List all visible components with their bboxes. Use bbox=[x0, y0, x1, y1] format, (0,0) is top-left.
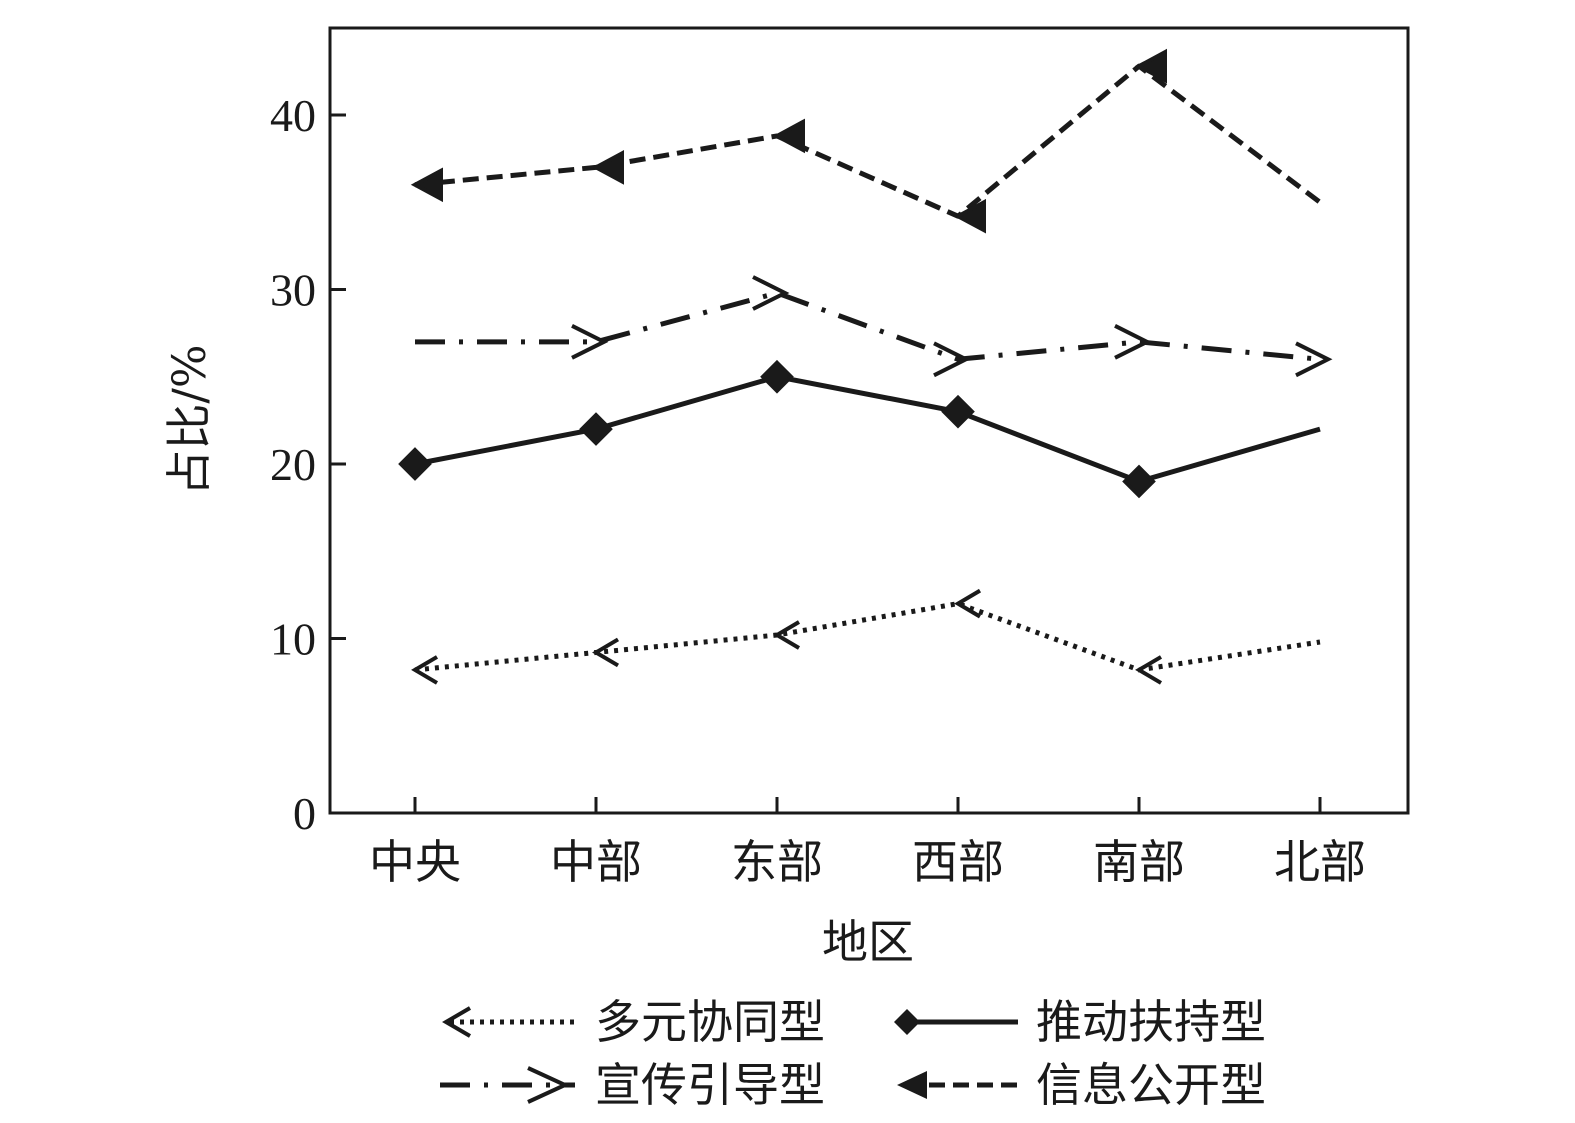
series-point-marker bbox=[1134, 48, 1167, 84]
legend-item-xuanchuan: 宣传引导型 bbox=[440, 1058, 825, 1112]
series-point-marker bbox=[941, 394, 975, 429]
legend-label-duoyuan: 多元协同型 bbox=[595, 995, 825, 1049]
series-point-marker bbox=[772, 118, 805, 154]
legend-item-tuidong: 推动扶持型 bbox=[894, 995, 1266, 1049]
series-point-marker bbox=[411, 655, 439, 685]
series-4 bbox=[410, 48, 1322, 234]
y-tick-label: 10 bbox=[270, 614, 316, 665]
series-point-marker bbox=[760, 359, 794, 394]
series-line bbox=[414, 601, 1321, 673]
x-axis-title: 地区 bbox=[822, 915, 914, 969]
y-tick-label: 30 bbox=[270, 265, 316, 316]
series-1 bbox=[411, 588, 1321, 685]
series-point-marker bbox=[592, 637, 620, 668]
series-point-marker bbox=[752, 275, 790, 311]
legend-label-xuanchuan: 宣传引导型 bbox=[595, 1058, 825, 1112]
series-3 bbox=[415, 275, 1333, 378]
series-point-marker bbox=[933, 341, 971, 378]
y-axis-title: 占比/% bbox=[162, 344, 216, 495]
x-tick-label: 南部 bbox=[1093, 835, 1185, 889]
series-layer bbox=[398, 48, 1333, 685]
legend-marker-xinxi bbox=[897, 1071, 927, 1099]
series-2 bbox=[398, 359, 1321, 499]
x-tick-label: 西部 bbox=[912, 835, 1004, 889]
series-point-marker bbox=[1135, 655, 1163, 685]
series-point-marker bbox=[954, 588, 982, 619]
legend-item-xinxi: 信息公开型 bbox=[897, 1058, 1266, 1112]
series-point-marker bbox=[1295, 341, 1333, 378]
legend-item-duoyuan: 多元协同型 bbox=[442, 995, 825, 1049]
x-axis: 中央 中部 东部 西部 南部 北部 bbox=[369, 797, 1366, 889]
x-tick-label: 中央 bbox=[369, 835, 461, 889]
legend-label-tuidong: 推动扶持型 bbox=[1036, 995, 1266, 1049]
series-point-marker bbox=[579, 412, 613, 446]
series-point-marker bbox=[410, 167, 443, 203]
series-line bbox=[414, 63, 1322, 219]
series-point-marker bbox=[773, 620, 801, 650]
series-point-marker bbox=[571, 324, 609, 360]
y-tick-label: 40 bbox=[270, 90, 316, 141]
series-point-marker bbox=[953, 198, 986, 234]
x-tick-label: 东部 bbox=[731, 835, 823, 889]
legend-marker-xuanchuan bbox=[527, 1066, 570, 1104]
x-tick-label: 中部 bbox=[550, 835, 642, 889]
y-tick-label: 0 bbox=[293, 788, 316, 839]
legend-marker-duoyuan bbox=[442, 1006, 472, 1038]
series-line bbox=[415, 290, 1321, 362]
legend-marker-tuidong bbox=[894, 1009, 920, 1035]
series-point-marker bbox=[591, 150, 624, 185]
y-tick-label: 20 bbox=[270, 439, 316, 490]
legend-label-xinxi: 信息公开型 bbox=[1036, 1058, 1266, 1112]
x-tick-label: 北部 bbox=[1274, 835, 1366, 889]
series-line bbox=[414, 374, 1321, 484]
series-point-marker bbox=[398, 447, 432, 481]
y-axis: 0 10 20 30 40 bbox=[270, 90, 346, 839]
series-point-marker bbox=[1122, 464, 1156, 499]
series-point-marker bbox=[1114, 324, 1152, 360]
plot-frame bbox=[328, 26, 1410, 815]
legend: 多元协同型 推动扶持型 宣传引导型 信息公开型 bbox=[440, 995, 1266, 1112]
